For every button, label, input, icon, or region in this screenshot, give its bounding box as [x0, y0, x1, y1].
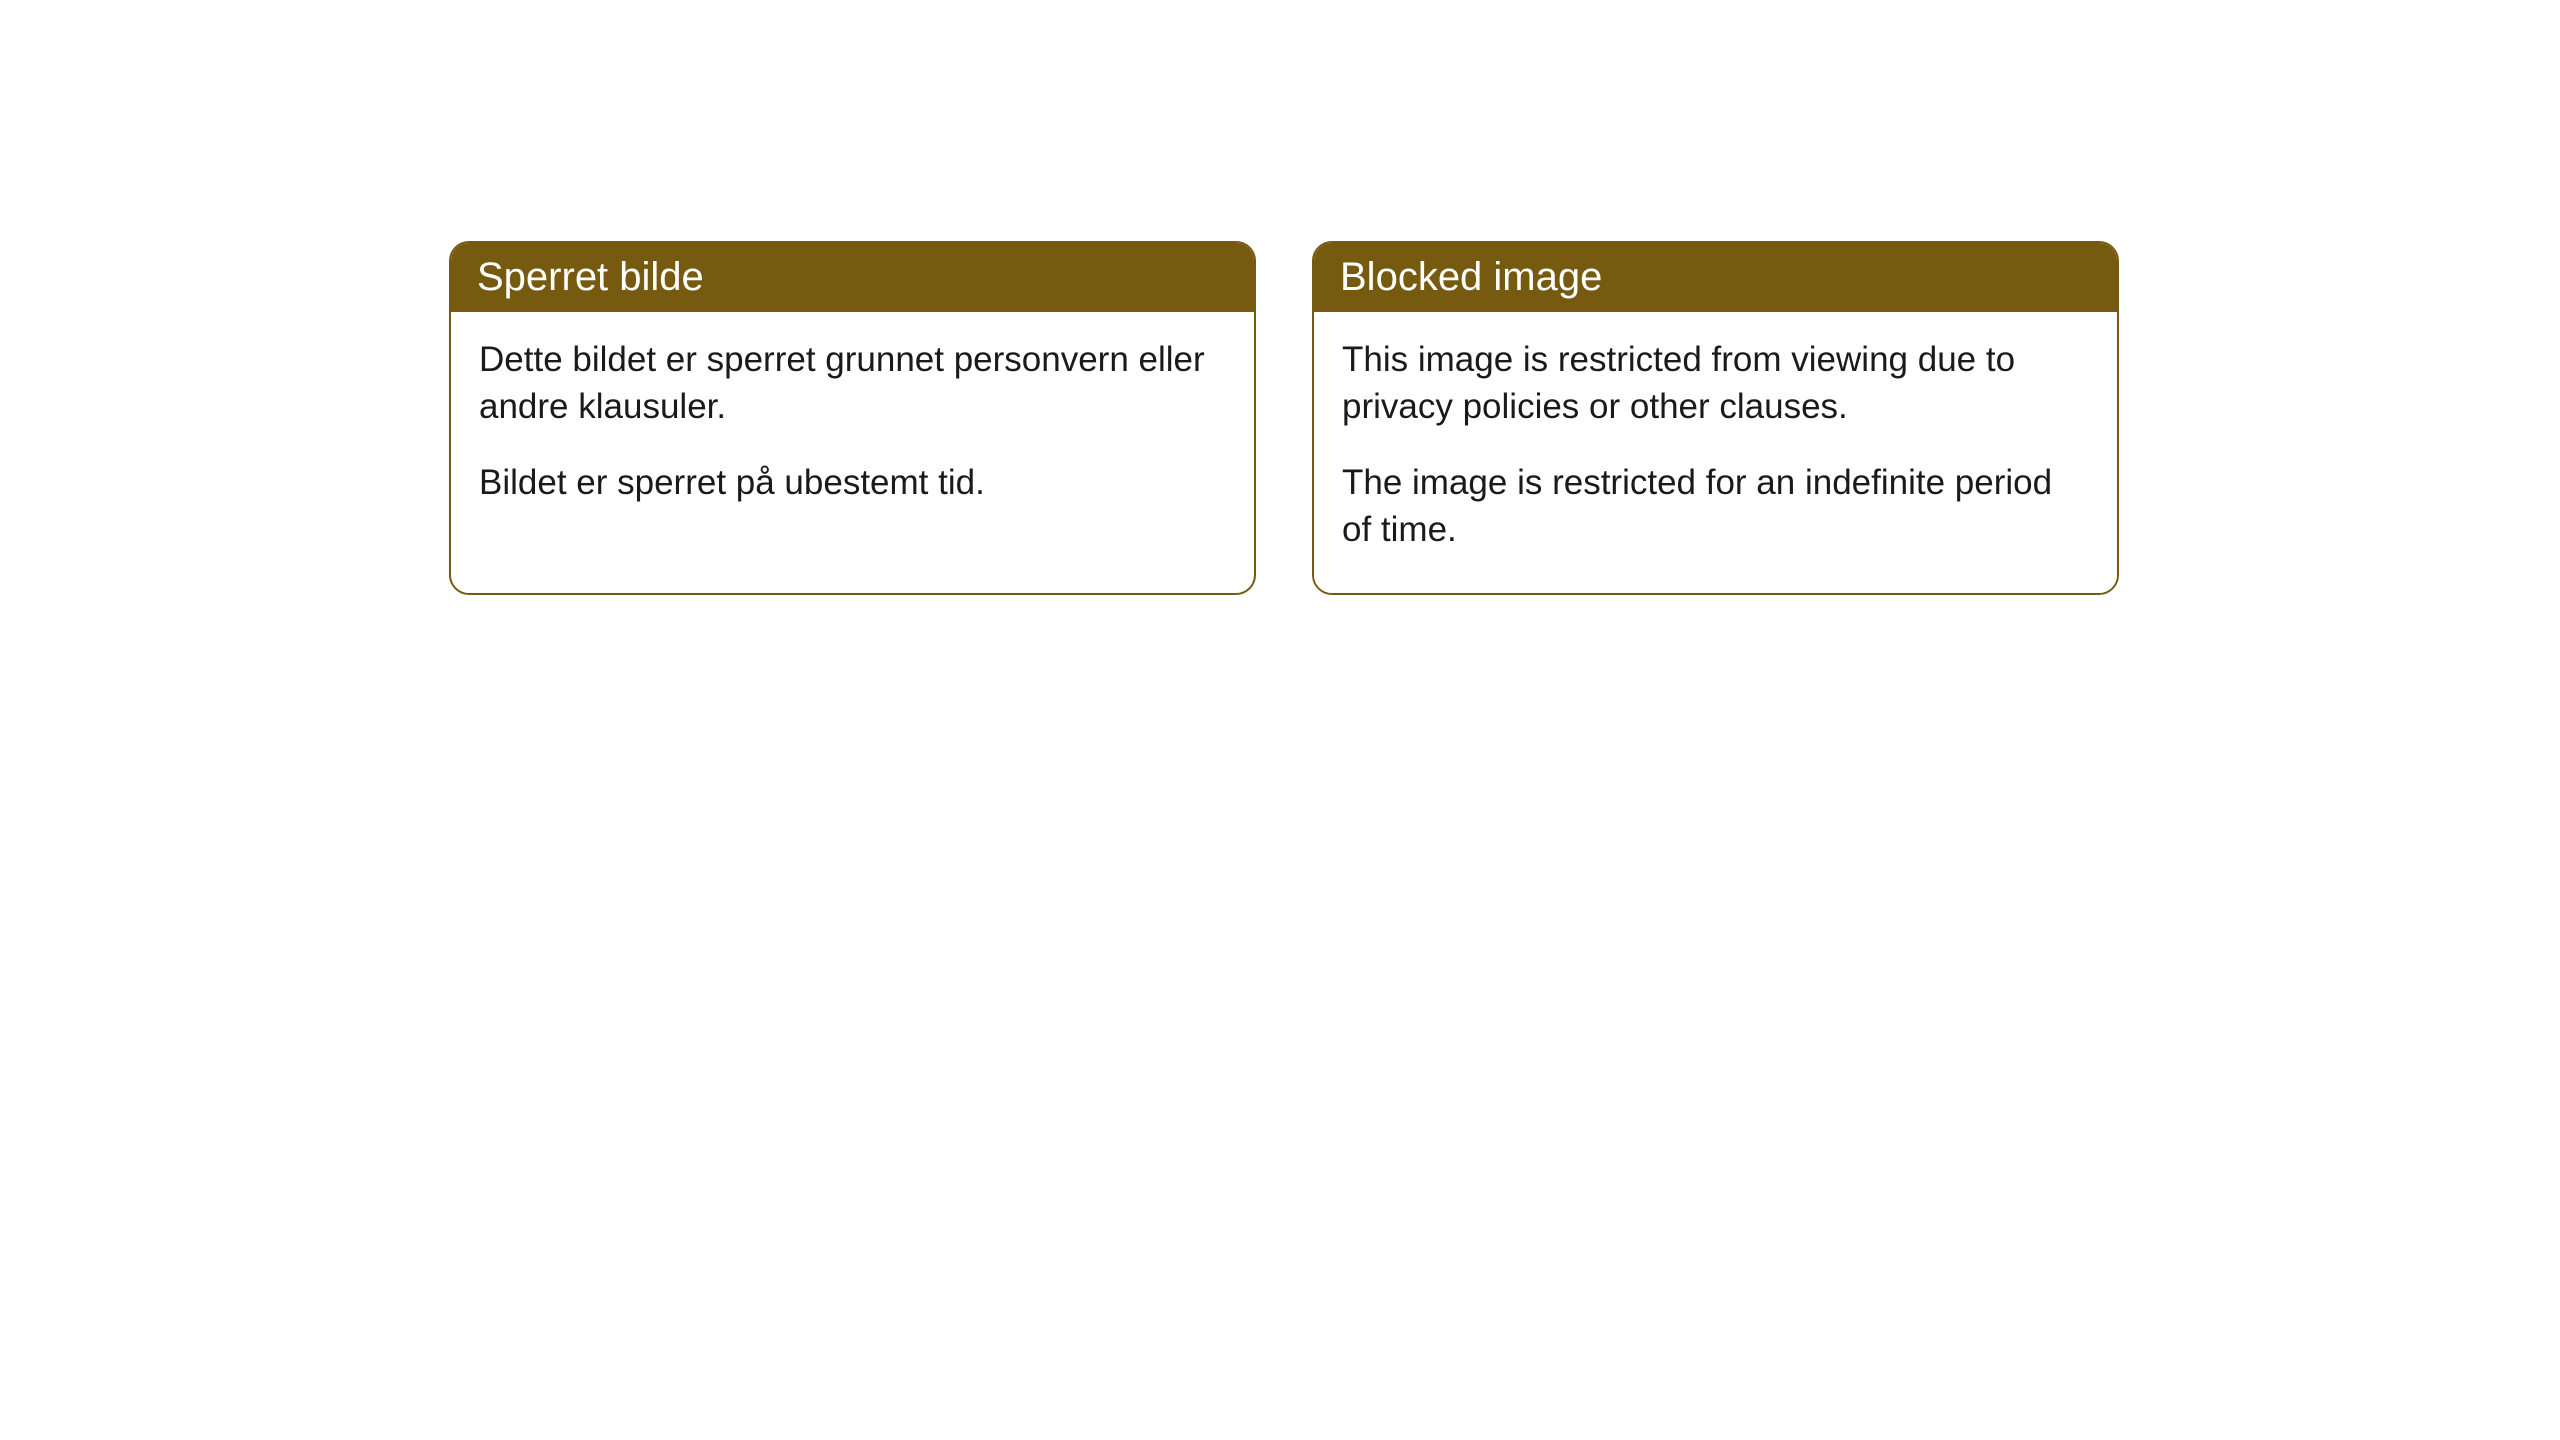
notice-cards-container: Sperret bilde Dette bildet er sperret gr…	[449, 241, 2119, 595]
notice-card-english: Blocked image This image is restricted f…	[1312, 241, 2119, 595]
notice-card-norwegian: Sperret bilde Dette bildet er sperret gr…	[449, 241, 1256, 595]
card-header-norwegian: Sperret bilde	[451, 243, 1254, 312]
card-header-english: Blocked image	[1314, 243, 2117, 312]
card-body-english: This image is restricted from viewing du…	[1314, 312, 2117, 593]
card-paragraph: This image is restricted from viewing du…	[1342, 336, 2089, 431]
card-paragraph: Dette bildet er sperret grunnet personve…	[479, 336, 1226, 431]
card-paragraph: The image is restricted for an indefinit…	[1342, 459, 2089, 554]
card-paragraph: Bildet er sperret på ubestemt tid.	[479, 459, 1226, 506]
card-body-norwegian: Dette bildet er sperret grunnet personve…	[451, 312, 1254, 546]
